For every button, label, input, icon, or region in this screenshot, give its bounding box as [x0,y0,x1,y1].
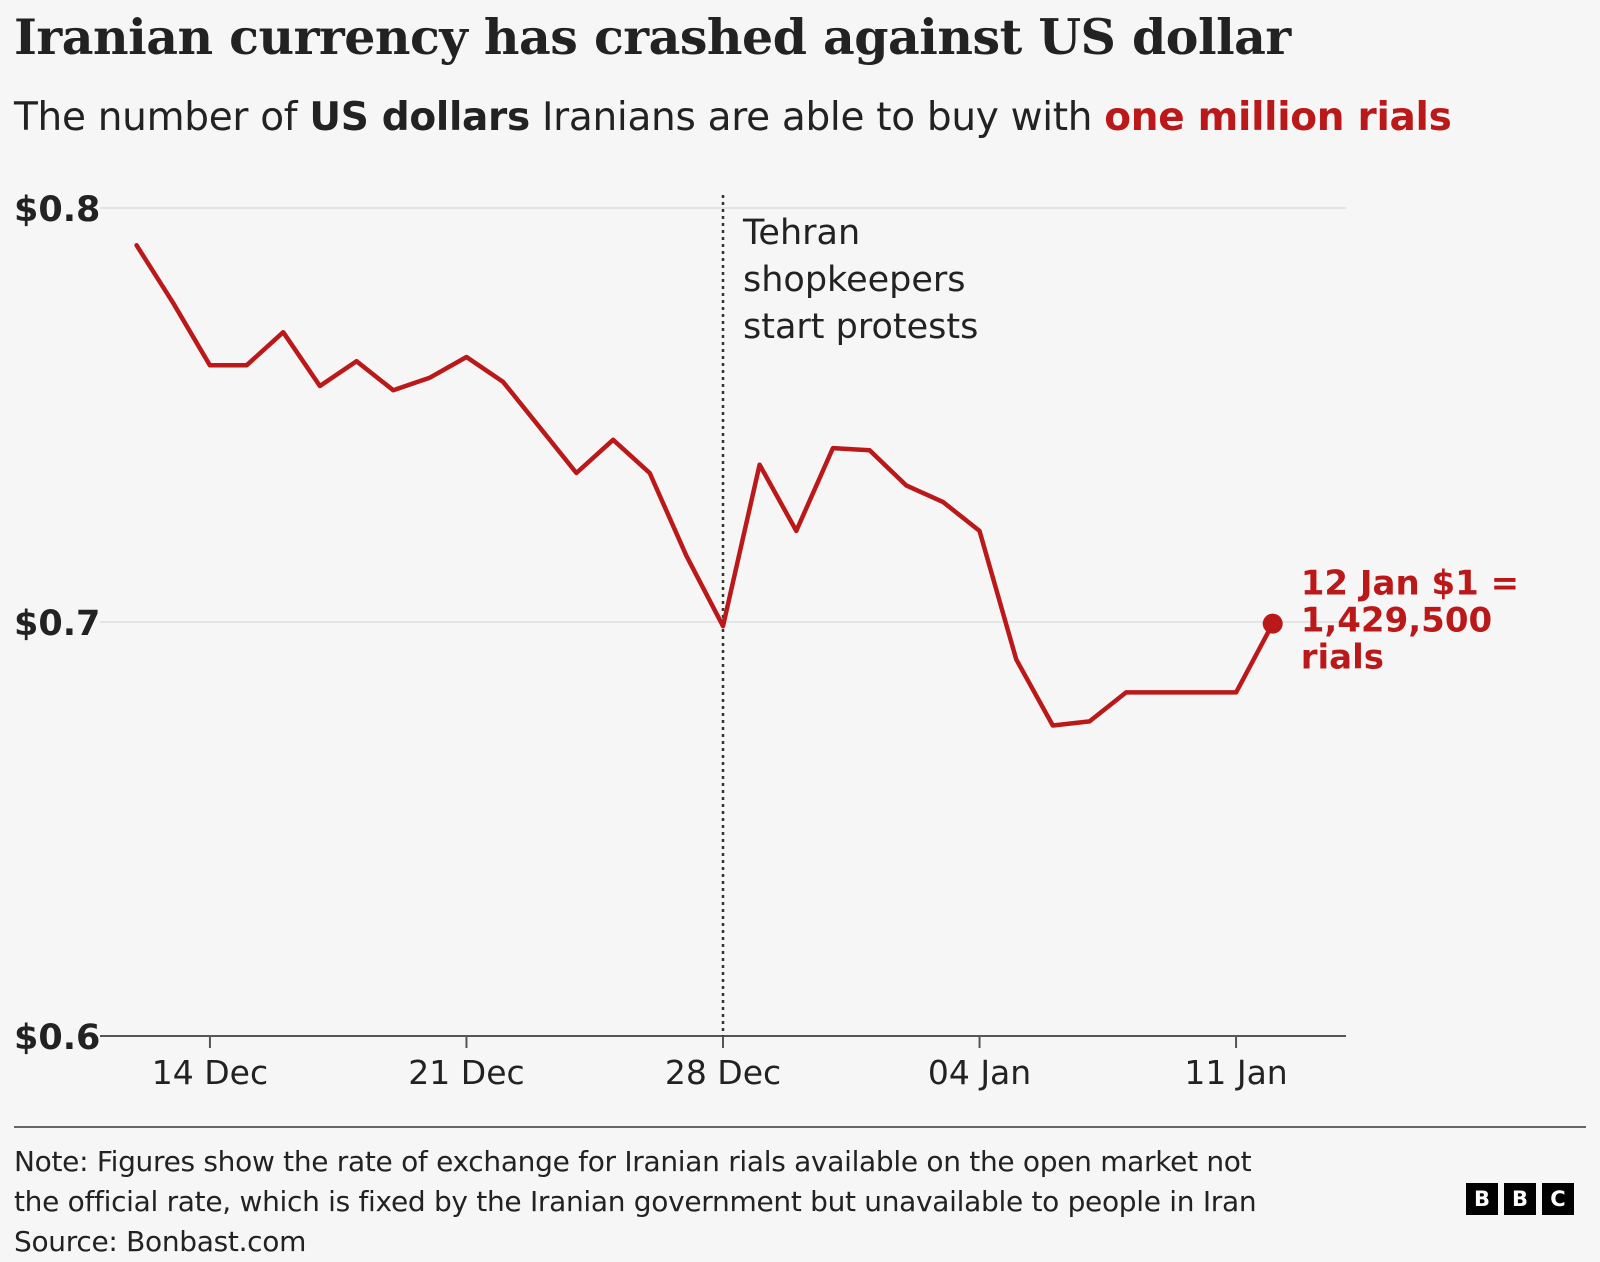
footer-notes: Note: Figures show the rate of exchange … [14,1142,1257,1262]
x-tick-label: 11 Jan [1184,1053,1287,1092]
x-tick-label: 21 Dec [408,1053,524,1092]
x-tick-label: 14 Dec [152,1053,268,1092]
x-tick-label: 04 Jan [928,1053,1031,1092]
end-point-marker [1262,613,1283,634]
bbc-logo-letter: B [1466,1183,1498,1215]
y-tick-label: $0.7 [14,604,100,644]
annotation-label: shopkeepers [743,260,966,300]
end-value-label: rials [1301,638,1384,678]
exchange-rate-line [134,243,1275,728]
note-line-1: Note: Figures show the rate of exchange … [14,1145,1252,1178]
end-value-label: 12 Jan $1 = [1301,564,1519,604]
source-text: Source: Bonbast.com [14,1225,307,1258]
x-tick-label: 28 Dec [665,1053,781,1092]
bbc-logo: B B C [1466,1183,1574,1215]
y-tick-label: $0.6 [14,1018,100,1058]
chart-subtitle: The number of US dollars Iranians are ab… [14,95,1452,140]
y-tick-label: $0.8 [14,190,100,230]
annotation-label: start protests [743,307,978,347]
chart-title: Iranian currency has crashed against US … [14,8,1291,66]
line-chart: $0.8 $0.7 $0.6 14 Dec 21 Dec 28 Dec 04 Jan 11 J… [14,190,1519,1092]
footer-divider [14,1126,1586,1128]
note-line-2: the official rate, which is fixed by the… [14,1185,1257,1218]
end-value-label: 1,429,500 [1301,601,1492,641]
subtitle-highlight-rials: one million rials [1104,95,1452,140]
annotation-label: Tehran [742,213,860,253]
bbc-logo-letter: B [1504,1183,1536,1215]
subtitle-highlight-dollars: US dollars [309,95,530,140]
subtitle-text-1: The number of [14,95,310,140]
subtitle-text-2: Iranians are able to buy with [529,95,1105,140]
bbc-logo-letter: C [1542,1183,1574,1215]
